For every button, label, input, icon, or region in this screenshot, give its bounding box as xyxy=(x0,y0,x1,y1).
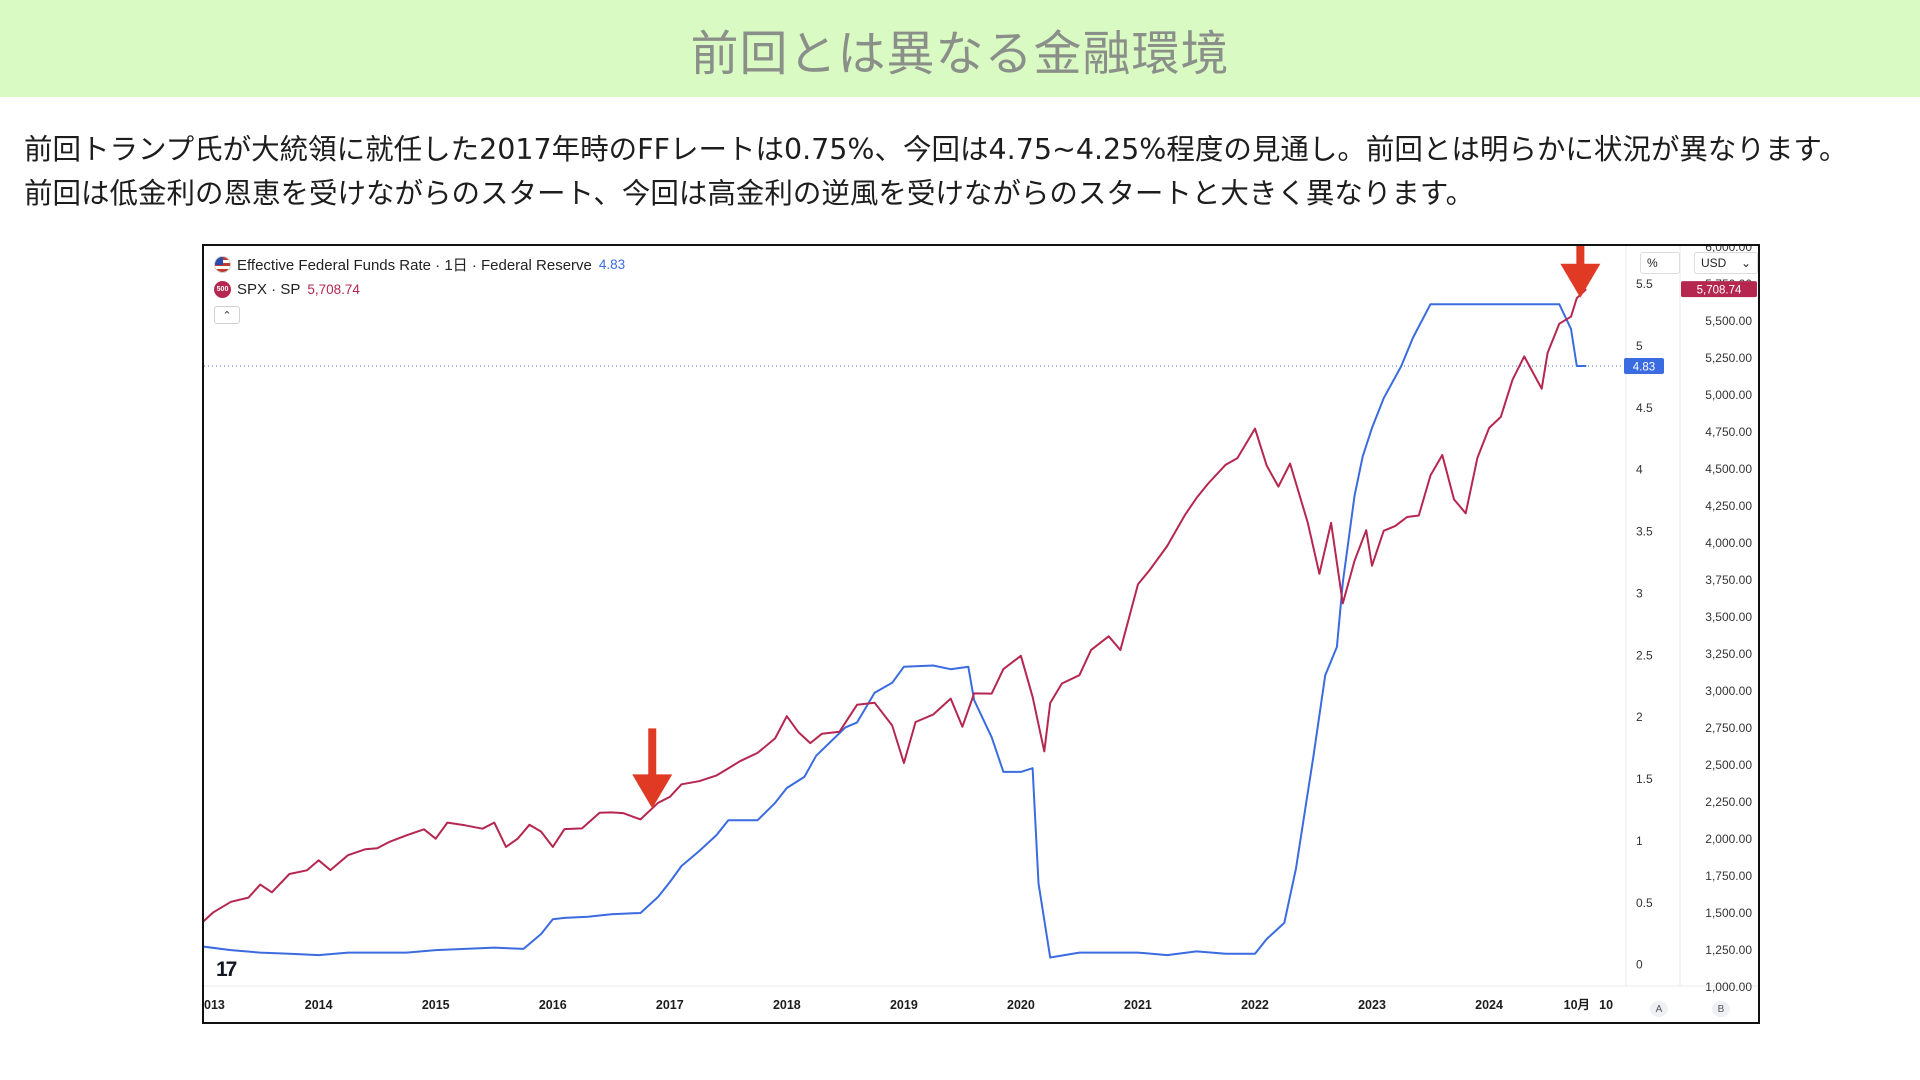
percent-tick-label-11: 5.5 xyxy=(1636,277,1653,291)
usd-tick-label-18: 5,500.00 xyxy=(1705,314,1752,328)
usd-tick-label-3: 1,750.00 xyxy=(1705,869,1752,883)
price-scale-button[interactable]: B xyxy=(1712,1001,1730,1017)
chart-canvas[interactable]: 0 0.5 1 1.5 2 2.5 3 3.5 4 4.5 5 5.5 1,000.00 1,250.00… xyxy=(204,246,1758,1022)
slide-body: 前回トランプ氏が大統領に就任した2017年時のFFレートは0.75%、今回は4.… xyxy=(24,128,1904,216)
legend-spx[interactable]: 500 SPX · SP 5,708.74 xyxy=(214,277,625,302)
chart-legend: Effective Federal Funds Rate · 1日 · Fede… xyxy=(214,252,625,324)
time-tick-label-4: 2017 xyxy=(656,998,684,1012)
time-tick-label-2: 2015 xyxy=(422,998,450,1012)
usd-tick-label-15: 4,750.00 xyxy=(1705,425,1752,439)
percent-tick-label-4: 2 xyxy=(1636,710,1643,724)
usd-tick-label-20: 6,000.00 xyxy=(1705,246,1752,254)
usd-tick-label-8: 3,000.00 xyxy=(1705,684,1752,698)
body-line-2: 前回は低金利の恩恵を受けながらのスタート、今回は高金利の逆風を受けながらのスター… xyxy=(24,177,1475,210)
sp500-icon: 500 xyxy=(214,281,231,298)
annotation-arrow-shaft-1 xyxy=(1576,246,1585,266)
currency-select[interactable]: USD ⌄ xyxy=(1694,252,1758,274)
legend-fed[interactable]: Effective Federal Funds Rate · 1日 · Fede… xyxy=(214,252,625,277)
percent-tick-label-6: 3 xyxy=(1636,586,1643,600)
usd-tick-label-4: 2,000.00 xyxy=(1705,832,1752,846)
tradingview-logo-icon[interactable]: 17 xyxy=(216,958,237,981)
percent-tick-label-7: 3.5 xyxy=(1636,525,1653,539)
usd-tick-label-12: 4,000.00 xyxy=(1705,536,1752,550)
usd-tick-label-9: 3,250.00 xyxy=(1705,647,1752,661)
percent-tick-label-2: 1 xyxy=(1636,834,1643,848)
spx-line xyxy=(204,288,1587,923)
fed-rate-line xyxy=(204,303,1587,959)
usd-tick-label-13: 4,250.00 xyxy=(1705,499,1752,513)
percent-tick-label-1: 0.5 xyxy=(1636,896,1653,910)
time-tick-label-13: 10 xyxy=(1599,998,1613,1012)
time-tick-label-0: 013 xyxy=(204,998,225,1012)
legend-collapse-button[interactable]: ⌃ xyxy=(214,306,240,324)
auto-scale-button[interactable]: A xyxy=(1650,1001,1668,1017)
usd-tick-label-5: 2,250.00 xyxy=(1705,795,1752,809)
legend-fed-label: Effective Federal Funds Rate · 1日 · Fede… xyxy=(237,257,592,274)
time-tick-label-12: 10月 xyxy=(1564,998,1590,1012)
usd-tick-label-1: 1,250.00 xyxy=(1705,943,1752,957)
chevron-up-icon: ⌃ xyxy=(222,309,232,322)
percent-unit-button[interactable]: % xyxy=(1640,252,1680,274)
time-tick-label-5: 2018 xyxy=(773,998,801,1012)
time-tick-label-10: 2023 xyxy=(1358,998,1386,1012)
time-tick-label-3: 2016 xyxy=(539,998,567,1012)
percent-tick-label-0: 0 xyxy=(1636,958,1643,972)
legend-spx-label: SPX · SP xyxy=(237,281,301,298)
currency-label: USD xyxy=(1701,256,1727,270)
usd-tick-label-17: 5,250.00 xyxy=(1705,351,1752,365)
chevron-down-icon: ⌄ xyxy=(1740,256,1751,270)
usd-tick-label-14: 4,500.00 xyxy=(1705,462,1752,476)
annotation-arrow-head-1 xyxy=(1560,263,1601,298)
percent-unit-label: % xyxy=(1647,256,1658,270)
legend-fed-value: 4.83 xyxy=(598,257,626,272)
spx-last-value-badge xyxy=(1681,281,1757,298)
annotation-arrow-shaft-0 xyxy=(648,728,657,777)
time-tick-label-7: 2020 xyxy=(1007,998,1035,1012)
percent-tick-label-5: 2.5 xyxy=(1636,648,1653,662)
legend-spx-value: 5,708.74 xyxy=(307,282,360,297)
body-line-1: 前回トランプ氏が大統領に就任した2017年時のFFレートは0.75%、今回は4.… xyxy=(24,133,1848,166)
percent-tick-label-10: 5 xyxy=(1636,339,1643,353)
fed-last-value-label: 4.83 xyxy=(1633,362,1655,374)
spx-last-value-label: 5,708.74 xyxy=(1697,285,1742,297)
slide-title: 前回とは異なる金融環境 xyxy=(690,25,1230,82)
title-banner: 前回とは異なる金融環境 xyxy=(0,0,1920,97)
usd-tick-label-10: 3,500.00 xyxy=(1705,610,1752,624)
percent-tick-label-3: 1.5 xyxy=(1636,772,1653,786)
time-tick-label-11: 2024 xyxy=(1475,998,1503,1012)
usd-tick-label-6: 2,500.00 xyxy=(1705,758,1752,772)
usd-tick-label-2: 1,500.00 xyxy=(1705,906,1752,920)
annotation-arrow-head-0 xyxy=(632,774,673,809)
percent-tick-label-8: 4 xyxy=(1636,463,1643,477)
time-tick-label-6: 2019 xyxy=(890,998,918,1012)
time-tick-label-9: 2022 xyxy=(1241,998,1269,1012)
usd-tick-label-7: 2,750.00 xyxy=(1705,721,1752,735)
time-tick-label-8: 2021 xyxy=(1124,998,1152,1012)
usd-tick-label-0: 1,000.00 xyxy=(1705,980,1752,994)
fed-last-value-badge xyxy=(1624,358,1664,375)
us-flag-icon xyxy=(214,256,231,273)
chart-screenshot[interactable]: 0 0.5 1 1.5 2 2.5 3 3.5 4 4.5 5 5.5 1,000.00 1,250.00… xyxy=(202,244,1760,1024)
usd-tick-label-11: 3,750.00 xyxy=(1705,573,1752,587)
percent-tick-label-9: 4.5 xyxy=(1636,401,1653,415)
time-tick-label-1: 2014 xyxy=(305,998,333,1012)
usd-tick-label-16: 5,000.00 xyxy=(1705,388,1752,402)
